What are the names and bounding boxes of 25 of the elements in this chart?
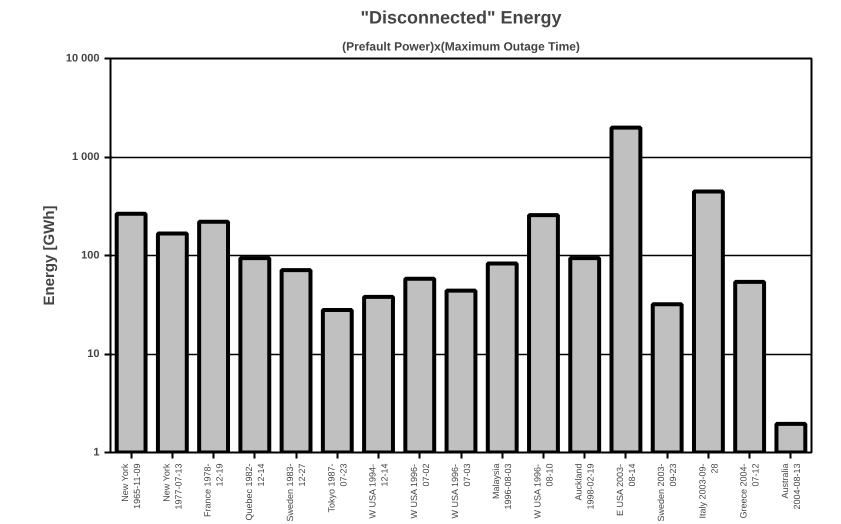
x-tick-label: Italy 2003-09- 28	[697, 463, 720, 519]
chart-title: "Disconnected" Energy	[360, 8, 562, 28]
y-tick-label: 10 000	[66, 52, 100, 64]
x-tick-label: Sweden 2003- 09-23	[656, 463, 678, 522]
x-tick-label: Australia 2004-08-13	[780, 463, 802, 510]
x-tick-label: E USA 2003- 08-14	[614, 463, 637, 516]
x-tick-label: Auckland 1998-02-19	[574, 463, 596, 510]
x-tick-label: Quebec 1982- 12-14	[244, 463, 266, 521]
x-tick-label: Greece 2004- 07-12	[738, 463, 761, 519]
chart-subtitle: (Prefault Power)x(Maximum Outage Time)	[342, 40, 580, 54]
y-tick-label: 100	[81, 250, 100, 262]
x-tick-label: W USA 1996- 07-02	[408, 463, 431, 519]
y-tick-label: 10	[87, 348, 100, 360]
x-tick-label: France 1978- 12-19	[202, 463, 225, 518]
x-tick-label: W USA 1996- 07-03	[450, 463, 472, 519]
x-tick-label: W USA 1996- 08-10	[532, 463, 554, 519]
y-tick-label: 1	[93, 446, 100, 458]
y-axis-title: Energy [GWh]	[40, 205, 58, 306]
x-tick-label: New York 1977-07-13	[161, 463, 184, 510]
x-tick-label: W USA 1994- 12-14	[368, 463, 390, 519]
x-tick-label: Sweden 1983- 12-27	[285, 463, 308, 522]
x-tick-label: Malaysia 1996-08-03	[491, 463, 514, 510]
x-tick-label: New York 1965-11-09	[120, 463, 142, 509]
y-tick-label: 1 000	[72, 151, 100, 163]
x-tick-label: Tokyo 1987- 07-23	[326, 463, 348, 513]
